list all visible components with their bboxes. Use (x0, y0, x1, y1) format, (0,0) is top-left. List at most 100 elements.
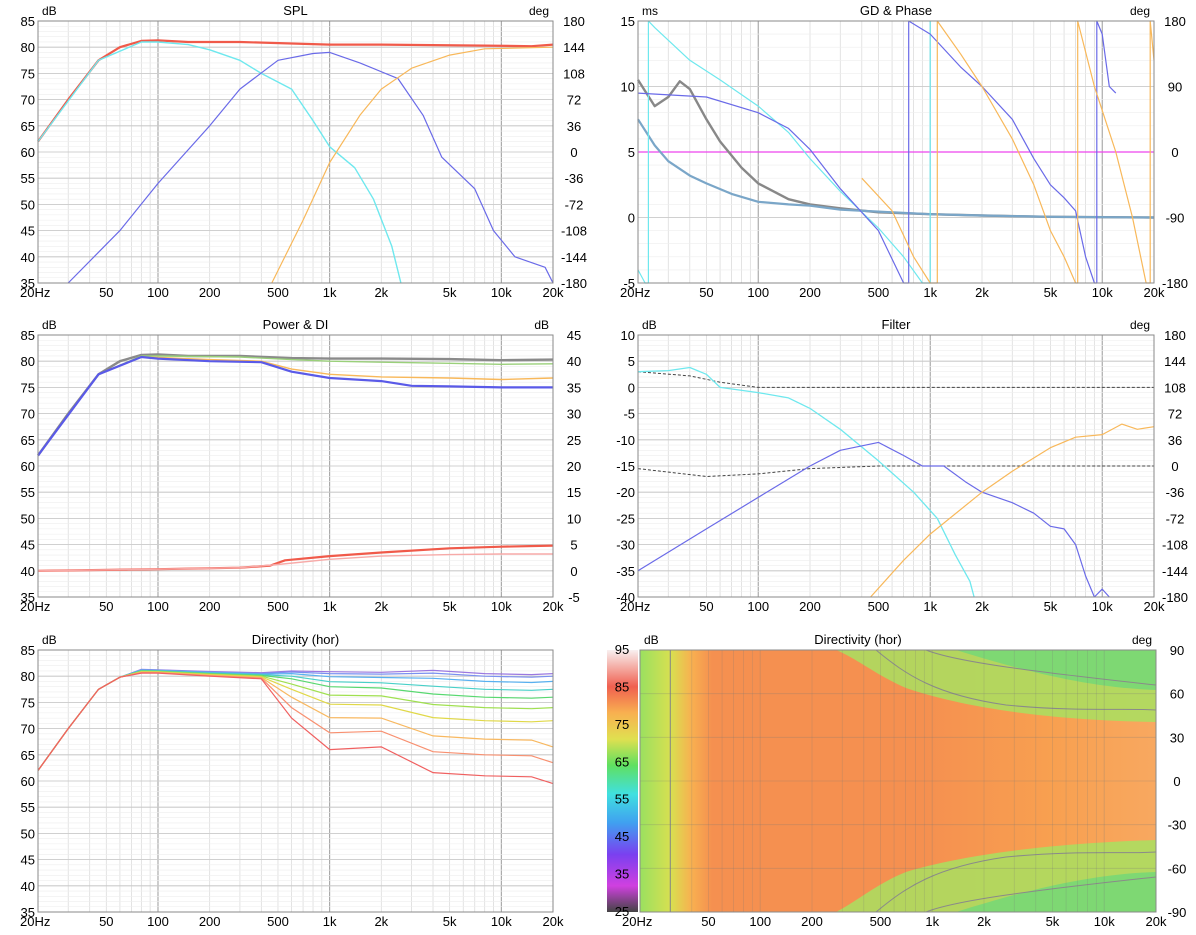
y2-axis-unit: deg (1132, 633, 1152, 647)
x-tick-label: 20k (1144, 599, 1165, 614)
x-tick-label: 200 (199, 599, 221, 614)
y-tick-label: 70 (21, 722, 35, 737)
y-axis-unit: dB (642, 318, 657, 332)
chart-title: SPL (283, 3, 308, 18)
y2-tick-label: 90 (1168, 80, 1182, 95)
y-tick-label: 85 (21, 14, 35, 29)
x-tick-label: 200 (799, 285, 821, 300)
x-tick-label: 200 (199, 285, 221, 300)
y2-tick-label: 5 (570, 538, 577, 553)
chart-title: Directivity (hor) (814, 632, 901, 647)
x-tick-label: 100 (147, 285, 169, 300)
y-tick-label: 55 (21, 800, 35, 815)
y2-axis-unit: dB (534, 318, 549, 332)
y-tick-label: 70 (21, 407, 35, 422)
series-line-midrange (67, 51, 554, 284)
y2-tick-label: -180 (1162, 276, 1188, 291)
x-tick-label: 10k (491, 914, 512, 929)
y-tick-label: -10 (616, 433, 635, 448)
y-tick-label: -20 (616, 485, 635, 500)
chart-title: Filter (882, 317, 912, 332)
x-tick-label: 5k (1044, 285, 1058, 300)
y-tick-label: 35 (21, 905, 35, 920)
y-tick-label: 75 (21, 66, 35, 81)
x-tick-label: 20Hz (620, 599, 650, 614)
x-tick-label: 1k (323, 599, 337, 614)
y2-tick-label: 0 (1173, 774, 1180, 789)
x-tick-label: 5k (443, 599, 457, 614)
heatmap-top-band-outer (956, 650, 1156, 690)
heatmap-bottom-band-outer (956, 872, 1156, 912)
y-tick-label: 85 (21, 643, 35, 658)
x-tick-label: 10k (1092, 599, 1113, 614)
x-tick-label: 200 (199, 914, 221, 929)
colorbar-tick-label: 65 (615, 754, 629, 769)
x-tick-label: 100 (747, 599, 769, 614)
chart-directivity_lines: Directivity (hor) 35 40 45 50 55 60 65 70 75 80 85 d… (20, 632, 564, 929)
y-tick-label: 35 (21, 590, 35, 605)
chart-power_di: Power & DI 35 40 45 50 55 60 65 70 75 80 85 dB -5 0 5 10… (20, 317, 581, 614)
x-tick-label: 2k (977, 914, 991, 929)
y-tick-label: 85 (21, 328, 35, 343)
x-tick-label: 50 (99, 285, 113, 300)
y2-tick-label: -180 (1162, 590, 1188, 605)
y2-tick-label: 144 (1164, 354, 1186, 369)
chart-title: GD & Phase (860, 3, 932, 18)
x-tick-label: 1k (923, 599, 937, 614)
x-tick-label: 20k (543, 285, 564, 300)
plot-frame (37, 649, 554, 913)
series-line-tweeter-filter (870, 423, 1155, 598)
x-tick-label: 1k (323, 914, 337, 929)
plot-frame (37, 334, 554, 598)
heatmap-contour-bottom-outer (925, 876, 1157, 913)
x-tick-label: 100 (147, 599, 169, 614)
y2-tick-label: 40 (567, 354, 581, 369)
x-tick-label: 100 (749, 914, 771, 929)
y-tick-label: 55 (21, 485, 35, 500)
x-tick-label: 1k (923, 285, 937, 300)
y-tick-label: 80 (21, 354, 35, 369)
y2-tick-label: 72 (1168, 407, 1182, 422)
y-tick-label: 35 (21, 276, 35, 291)
y-tick-label: 65 (21, 433, 35, 448)
x-tick-label: 5k (1044, 599, 1058, 614)
y2-tick-label: 0 (570, 564, 577, 579)
y-tick-label: 60 (21, 145, 35, 160)
x-tick-label: 100 (747, 285, 769, 300)
y-tick-label: -5 (623, 276, 635, 291)
y-tick-label: 10 (621, 328, 635, 343)
series-line-total (37, 39, 554, 143)
x-tick-label: 2k (975, 599, 989, 614)
y2-tick-label: 45 (567, 328, 581, 343)
y-tick-label: 40 (21, 564, 35, 579)
y2-tick-label: -180 (561, 276, 587, 291)
y2-tick-label: 180 (1164, 328, 1186, 343)
plot-frame (637, 20, 1155, 284)
y2-tick-label: 36 (567, 119, 581, 134)
x-tick-label: 500 (267, 914, 289, 929)
y2-tick-label: 108 (563, 66, 585, 81)
y-tick-label: 5 (628, 354, 635, 369)
y2-tick-label: 20 (567, 459, 581, 474)
x-tick-label: 20Hz (20, 285, 50, 300)
y2-tick-label: 144 (563, 40, 585, 55)
x-tick-label: 50 (699, 599, 713, 614)
y2-tick-label: 0 (1171, 459, 1178, 474)
y-tick-label: 65 (21, 119, 35, 134)
y-tick-label: 50 (21, 197, 35, 212)
x-tick-label: 2k (374, 599, 388, 614)
y-tick-label: 40 (21, 879, 35, 894)
y-tick-label: 65 (21, 748, 35, 763)
chart-spl: SPL 35 40 45 50 55 60 65 70 75 80 85 dB -180 -144 -108 -… (20, 3, 587, 300)
x-tick-label: 50 (99, 599, 113, 614)
y-tick-label: 0 (628, 380, 635, 395)
x-tick-label: 20Hz (620, 285, 650, 300)
series-line-midrange-filter (637, 441, 1110, 598)
y-tick-label: 55 (21, 171, 35, 186)
y-axis-unit: dB (42, 318, 57, 332)
y-tick-label: -30 (616, 538, 635, 553)
y-axis-unit: dB (42, 4, 57, 18)
colorbar-tick-label: 45 (615, 829, 629, 844)
y-tick-label: -35 (616, 564, 635, 579)
chart-title: Directivity (hor) (252, 632, 339, 647)
